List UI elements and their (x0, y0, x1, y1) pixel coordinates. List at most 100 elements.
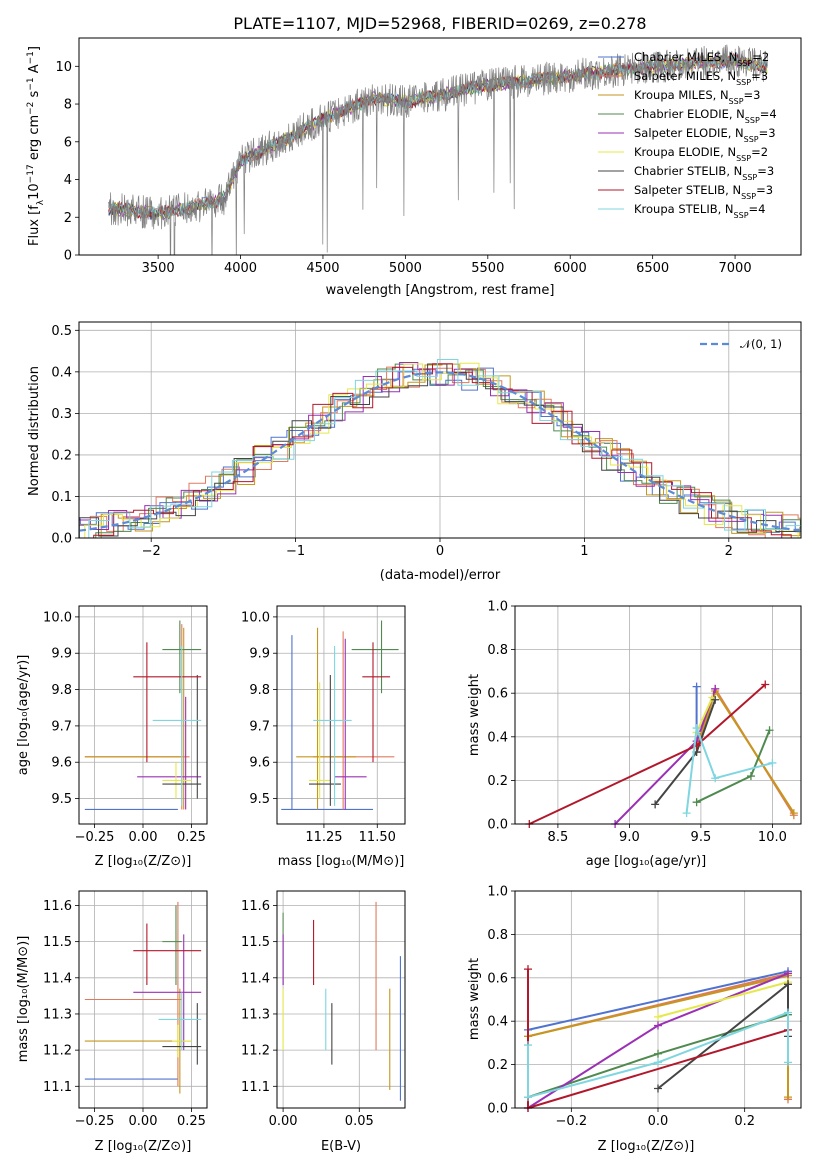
legend-label: Salpeter STELIB, NSSP=3 (634, 183, 773, 201)
mass-weight-line (695, 697, 714, 733)
x-tick-label: 0.00 (129, 830, 158, 845)
axes-frame (78, 321, 802, 539)
mass-weight-marker (761, 680, 770, 689)
x-tick-label: −0.25 (75, 830, 115, 845)
y-tick-label: 0.8 (487, 643, 508, 658)
x-tick-label: 3500 (142, 261, 175, 276)
mass-weight-line (614, 688, 717, 825)
y-tick-label: 1.0 (487, 885, 508, 900)
y-tick-label: 9.8 (51, 683, 72, 698)
y-tick-label: 0.4 (487, 1015, 508, 1030)
axes-frame (514, 890, 802, 1109)
x-tick-label: 5000 (389, 261, 422, 276)
x-tick-label: 0 (436, 544, 444, 559)
mass-weight-marker (654, 1012, 662, 1021)
residual-histogram-step (79, 362, 801, 538)
mass-weight-marker (654, 1021, 662, 1030)
x-tick-label: 6500 (636, 261, 669, 276)
x-tick-label: 6000 (554, 261, 587, 276)
z-age-xlabel: Z [log₁₀(Z/Z⊙)] (95, 854, 192, 869)
mass-weight-marker (746, 772, 755, 781)
y-tick-label: 11.5 (241, 935, 270, 950)
ebv-mass-xlabel: E(B-V) (321, 1139, 361, 1154)
axes-frame (78, 890, 208, 1109)
mass-weight-marker (711, 695, 720, 704)
mass-weight-marker (765, 726, 774, 735)
z-mw-ylabel: mass weight (467, 958, 482, 1040)
y-tick-label: 11.2 (43, 1044, 72, 1059)
y-tick-label: 0.5 (51, 324, 72, 339)
x-tick-label: 9.5 (691, 830, 712, 845)
x-tick-label: 0.00 (269, 1114, 298, 1129)
axes-frame (276, 890, 406, 1109)
y-tick-label: 11.3 (43, 1007, 72, 1022)
y-tick-label: 0.2 (487, 774, 508, 789)
x-tick-label: −2 (142, 544, 161, 559)
y-tick-label: 0.6 (487, 971, 508, 986)
legend-label: Salpeter MILES, NSSP=3 (634, 69, 768, 87)
x-tick-label: 2 (725, 544, 733, 559)
mass-weight-marker (784, 1093, 792, 1102)
x-tick-label: −1 (286, 544, 305, 559)
y-tick-label: 9.8 (249, 683, 270, 698)
y-tick-label: 10.0 (43, 610, 72, 625)
ebv-mass-panel: 0.00 0.05 11.1 11.2 11.3 11.4 11.5 11.6 (241, 890, 406, 1129)
y-tick-label: 8 (64, 98, 72, 113)
y-tick-label: 11.6 (43, 899, 72, 914)
x-tick-label: 11.25 (305, 830, 342, 845)
residual-histogram-step (79, 363, 801, 538)
z-mass-xlabel: Z [log₁₀(Z/Z⊙)] (95, 1139, 192, 1154)
y-tick-label: 0.2 (51, 448, 72, 463)
mass-weight-marker (654, 1084, 662, 1093)
mass-weight-line (695, 686, 795, 816)
y-tick-label: 0.3 (51, 407, 72, 422)
axes-frame (78, 37, 802, 256)
y-tick-label: 10 (55, 60, 72, 75)
mass-weight-marker (784, 969, 792, 978)
y-tick-label: 11.1 (241, 1080, 270, 1095)
mass-weight-marker (692, 724, 701, 733)
axes-frame (276, 605, 406, 825)
mass-age-xlabel: mass [log₁₀(M/M⊙)] (278, 854, 405, 869)
y-tick-label: 4 (64, 173, 72, 188)
y-tick-label: 0.4 (51, 365, 72, 380)
gaussian-reference-line (78, 371, 802, 532)
y-tick-label: 2 (64, 211, 72, 226)
x-tick-label: 0.0 (648, 1114, 669, 1129)
mass-weight-marker (692, 682, 701, 691)
residual-histogram-step (79, 363, 801, 538)
legend-label: Kroupa MILES, NSSP=3 (634, 88, 760, 106)
y-tick-label: 11.5 (43, 935, 72, 950)
y-tick-label: 9.7 (249, 719, 270, 734)
x-tick-label: 9.0 (619, 830, 640, 845)
mass-weight-marker (692, 798, 701, 807)
x-tick-label: 0.05 (345, 1114, 374, 1129)
y-tick-label: 0.0 (487, 1102, 508, 1117)
z-massweight-panel: −0.2 0.0 0.2 0.0 0.2 0.4 0.6 0.8 1.0 (487, 885, 802, 1129)
legend-label: Salpeter ELODIE, NSSP=3 (634, 126, 776, 144)
y-tick-label: 9.7 (51, 719, 72, 734)
mass-weight-marker (784, 1008, 792, 1017)
hist-xlabel: (data-model)/error (380, 568, 501, 583)
z-age-panel: −0.25 0.00 0.25 9.5 9.6 9.7 9.8 9.9 10.0 (43, 605, 208, 845)
y-tick-label: 0.1 (51, 490, 72, 505)
mass-weight-marker (524, 1041, 532, 1050)
x-tick-label: −0.25 (75, 1114, 115, 1129)
mass-age-panel: 11.25 11.50 9.5 9.6 9.7 9.8 9.9 10.0 (241, 605, 406, 845)
y-tick-label: 11.1 (43, 1080, 72, 1095)
legend-label: Chabrier ELODIE, NSSP=4 (634, 107, 777, 125)
spectrum-ylabel: Flux [fλ10−17 erg cm−2 s−1 A−1] (26, 46, 46, 246)
y-tick-label: 11.6 (241, 899, 270, 914)
y-tick-label: 9.6 (249, 756, 270, 771)
x-tick-label: 0.25 (177, 830, 206, 845)
legend-label: Kroupa STELIB, NSSP=4 (634, 202, 765, 220)
legend-label: Chabrier MILES, NSSP=2 (634, 50, 769, 68)
hist-ylabel: Normed distribution (27, 366, 42, 496)
z-mw-xlabel: Z [log₁₀(Z/Z⊙)] (598, 1139, 695, 1154)
legend-label: Kroupa ELODIE, NSSP=2 (634, 145, 768, 163)
y-tick-label: 11.4 (241, 971, 270, 986)
y-tick-label: 0.0 (51, 532, 72, 547)
y-tick-label: 9.5 (51, 792, 72, 807)
x-tick-label: 1 (580, 544, 588, 559)
